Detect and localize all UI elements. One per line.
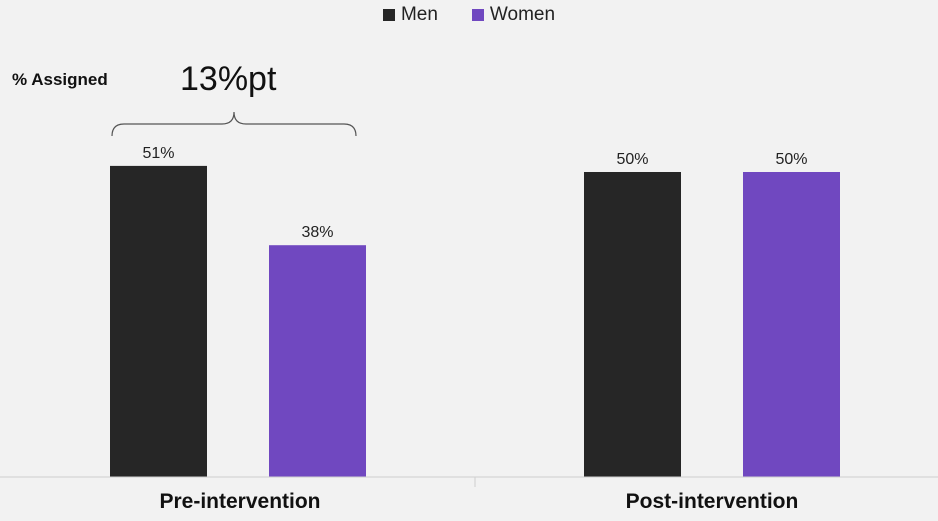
category-label-pre: Pre-intervention	[159, 490, 321, 513]
category-label-post: Post-intervention	[625, 490, 799, 513]
value-label-women-post: 50%	[775, 151, 807, 168]
value-label-men-post: 50%	[616, 151, 648, 168]
value-label-women-pre: 38%	[301, 224, 333, 241]
gap-bracket	[111, 111, 357, 137]
bar-women-post	[743, 172, 840, 477]
value-labels-group: 51% 50% 38% 50%	[142, 145, 807, 241]
legend-swatch-women	[471, 9, 484, 21]
y-axis-label: % Assigned	[12, 70, 108, 89]
legend-swatch-men	[382, 9, 395, 21]
value-label-men-pre: 51%	[142, 145, 174, 162]
legend: Men Women	[0, 4, 938, 26]
legend-item-men: Men	[382, 4, 438, 26]
bar-women-pre	[269, 245, 366, 477]
gap-annotation: 13%pt	[180, 60, 277, 98]
legend-label-men: Men	[400, 4, 438, 25]
bar-men-pre	[110, 165, 207, 477]
legend-label-women: Women	[489, 4, 556, 25]
bar-men-post	[584, 172, 681, 477]
legend-item-women: Women	[471, 4, 556, 26]
bars-group	[110, 165, 840, 477]
